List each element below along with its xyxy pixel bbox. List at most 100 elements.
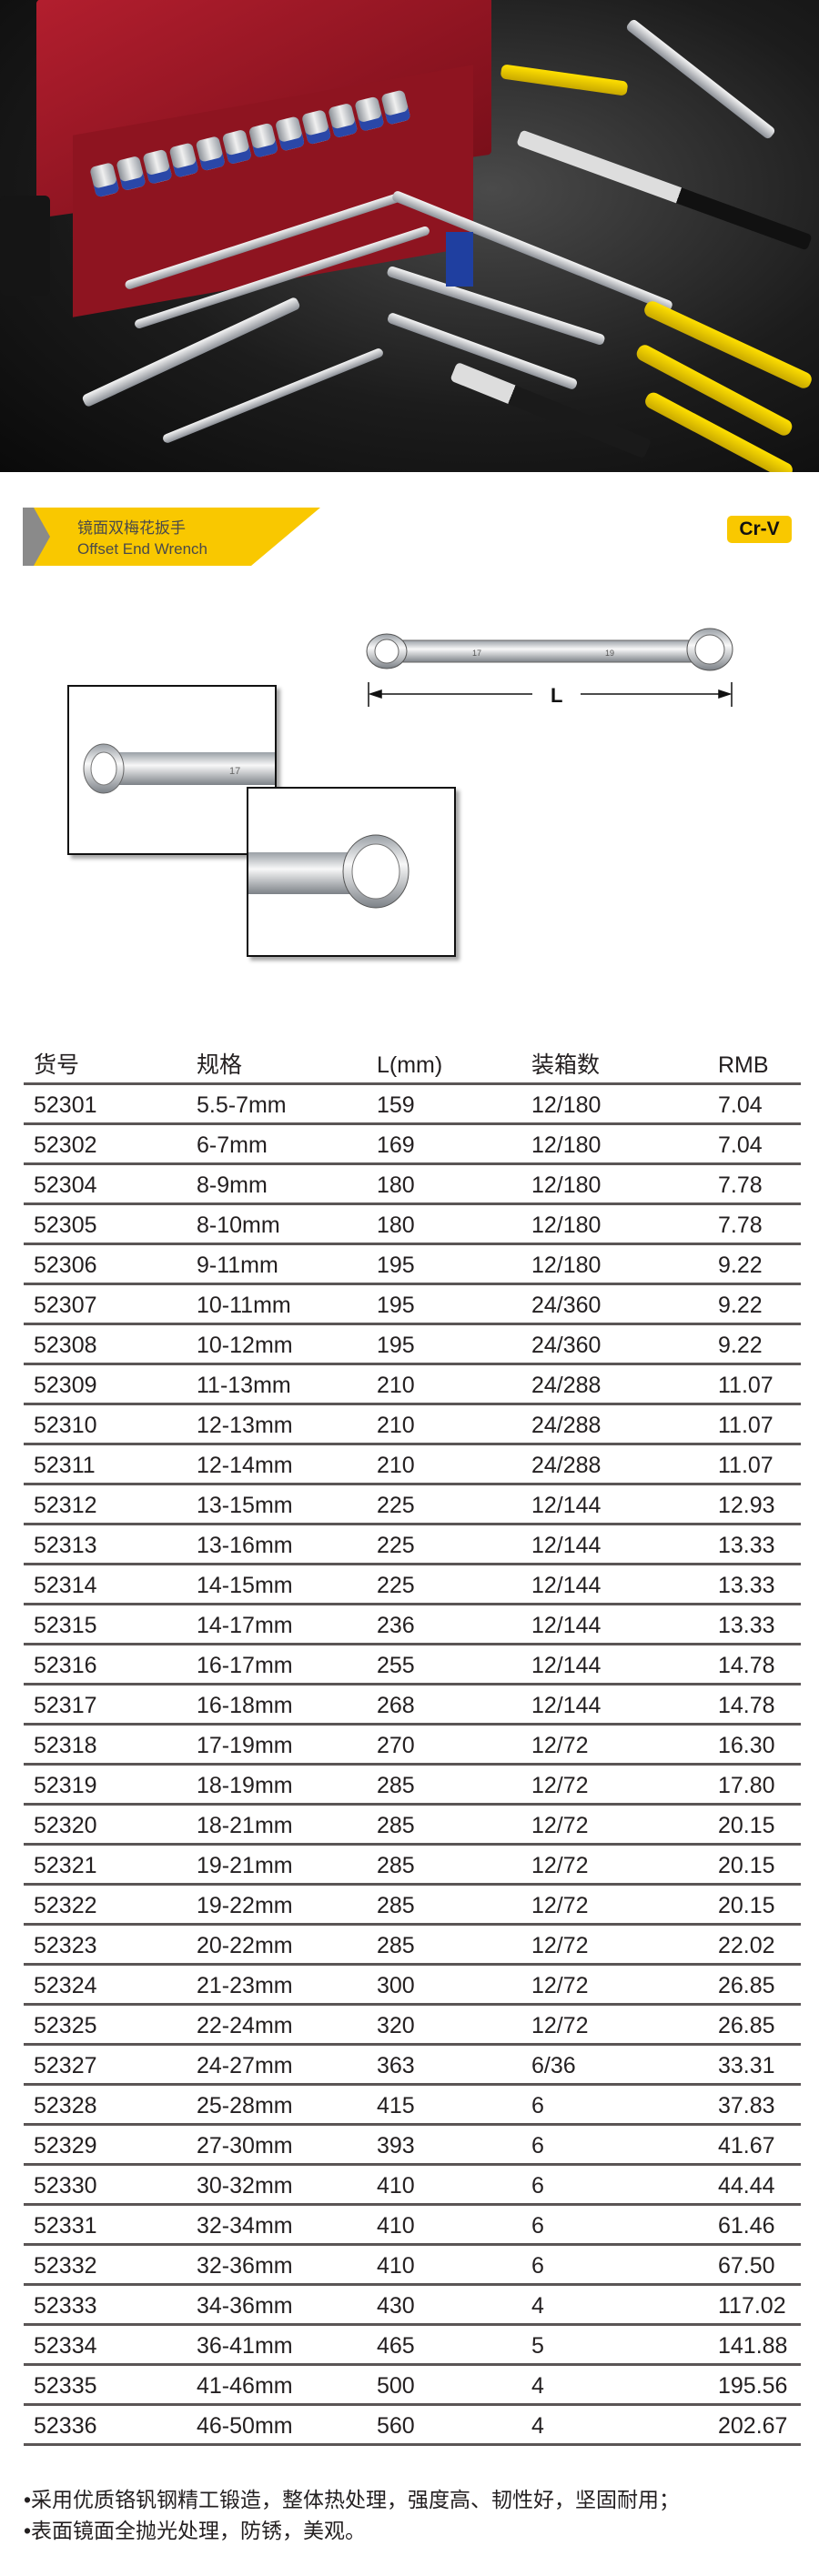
cell-spec: 17-19mm: [197, 1733, 293, 1758]
cell-item-no: 52307: [34, 1293, 97, 1318]
cell-spec: 30-32mm: [197, 2173, 293, 2199]
cell-length: 195: [377, 1253, 415, 1278]
table-row: 52309 11-13mm 210 24/288 11.07: [24, 1365, 801, 1405]
table-row: 52332 32-36mm 410 6 67.50: [24, 2246, 801, 2286]
cell-spec: 32-36mm: [197, 2253, 293, 2279]
cell-length: 285: [377, 1813, 415, 1838]
cell-length: 210: [377, 1373, 415, 1398]
cell-spec: 36-41mm: [197, 2333, 293, 2359]
size-mark-17: 17: [229, 766, 240, 777]
table-row: 52312 13-15mm 225 12/144 12.93: [24, 1485, 801, 1525]
dimension-label: L: [551, 684, 562, 707]
cell-carton-qty: 4: [531, 2293, 544, 2319]
cell-carton-qty: 6: [531, 2093, 544, 2118]
cell-price: 37.83: [718, 2093, 775, 2118]
cell-length: 285: [377, 1773, 415, 1798]
cell-length: 210: [377, 1453, 415, 1478]
cell-length: 268: [377, 1693, 415, 1718]
cell-item-no: 52316: [34, 1653, 97, 1678]
cell-price: 22.02: [718, 1933, 775, 1958]
cell-length: 285: [377, 1933, 415, 1958]
cell-length: 500: [377, 2373, 415, 2399]
cell-spec: 10-11mm: [197, 1293, 291, 1318]
cell-carton-qty: 12/72: [531, 1813, 589, 1838]
torque-wrench: [516, 129, 813, 251]
cell-price: 9.22: [718, 1293, 763, 1318]
t-handle: [81, 296, 301, 408]
table-row: 52311 12-14mm 210 24/288 11.07: [24, 1445, 801, 1485]
cell-spec: 11-13mm: [197, 1373, 291, 1398]
cell-carton-qty: 6: [531, 2133, 544, 2158]
cell-length: 410: [377, 2253, 415, 2279]
dimension-line: [368, 682, 733, 707]
cell-length: 169: [377, 1132, 415, 1158]
cell-carton-qty: 5: [531, 2333, 544, 2359]
material-badge: Cr-V: [727, 516, 792, 543]
locking-pliers: [624, 17, 777, 141]
table-row: 52306 9-11mm 195 12/180 9.22: [24, 1245, 801, 1285]
cell-item-no: 52302: [34, 1132, 97, 1158]
table-row: 52330 30-32mm 410 6 44.44: [24, 2166, 801, 2206]
cell-length: 255: [377, 1653, 415, 1678]
cell-length: 210: [377, 1413, 415, 1438]
cell-price: 67.50: [718, 2253, 775, 2279]
cell-spec: 6-7mm: [197, 1132, 268, 1158]
cell-carton-qty: 24/288: [531, 1413, 602, 1438]
cell-price: 17.80: [718, 1773, 775, 1798]
cell-length: 225: [377, 1533, 415, 1558]
cell-length: 363: [377, 2053, 415, 2078]
cell-price: 14.78: [718, 1693, 775, 1718]
product-title-banner: 镜面双梅花扳手 Offset End Wrench: [23, 508, 320, 566]
product-photo-tool-set: [0, 0, 819, 472]
cell-length: 415: [377, 2093, 415, 2118]
cell-carton-qty: 12/144: [531, 1613, 602, 1638]
cell-price: 20.15: [718, 1813, 775, 1838]
cell-spec: 20-22mm: [197, 1933, 293, 1958]
cell-carton-qty: 12/144: [531, 1493, 602, 1518]
cell-price: 16.30: [718, 1733, 775, 1758]
wrench-detail-closeup: 17: [83, 743, 275, 794]
cell-item-no: 52322: [34, 1893, 97, 1918]
cell-length: 225: [377, 1573, 415, 1598]
cell-item-no: 52317: [34, 1693, 97, 1718]
table-row: 52310 12-13mm 210 24/288 11.07: [24, 1405, 801, 1445]
cell-price: 11.07: [718, 1453, 774, 1478]
cell-length: 410: [377, 2173, 415, 2199]
cell-spec: 9-11mm: [197, 1253, 278, 1278]
table-row: 52336 46-50mm 560 4 202.67: [24, 2406, 801, 2446]
cell-carton-qty: 6/36: [531, 2053, 576, 2078]
header-spec: 规格: [197, 1052, 243, 1078]
cell-length: 236: [377, 1613, 415, 1638]
cell-carton-qty: 4: [531, 2373, 544, 2399]
cell-length: 270: [377, 1733, 415, 1758]
cell-item-no: 52304: [34, 1172, 97, 1198]
cell-spec: 14-17mm: [197, 1613, 293, 1638]
header-carton-qty: 装箱数: [531, 1052, 601, 1078]
table-row: 52327 24-27mm 363 6/36 33.31: [24, 2046, 801, 2086]
cell-carton-qty: 12/72: [531, 1933, 589, 1958]
cell-length: 195: [377, 1333, 415, 1358]
cell-carton-qty: 12/72: [531, 1893, 589, 1918]
header-length: L(mm): [377, 1052, 443, 1078]
cell-spec: 12-14mm: [197, 1453, 293, 1478]
cell-length: 393: [377, 2133, 415, 2158]
table-row: 52314 14-15mm 225 12/144 13.33: [24, 1565, 801, 1605]
table-row: 52328 25-28mm 415 6 37.83: [24, 2086, 801, 2126]
cell-spec: 19-21mm: [197, 1853, 293, 1878]
cell-price: 13.33: [718, 1573, 775, 1598]
table-row: 52313 13-16mm 225 12/144 13.33: [24, 1525, 801, 1565]
table-row: 52331 32-34mm 410 6 61.46: [24, 2206, 801, 2246]
pliers: [642, 298, 814, 391]
table-row: 52319 18-19mm 285 12/72 17.80: [24, 1766, 801, 1806]
cell-price: 20.15: [718, 1853, 775, 1878]
cell-carton-qty: 12/72: [531, 1773, 589, 1798]
cell-price: 117.02: [718, 2293, 786, 2319]
cell-spec: 41-46mm: [197, 2373, 293, 2399]
cell-item-no: 52312: [34, 1493, 97, 1518]
table-row: 52308 10-12mm 195 24/360 9.22: [24, 1325, 801, 1365]
banner-shape: [23, 508, 320, 566]
cell-price: 26.85: [718, 2013, 775, 2038]
cell-length: 560: [377, 2413, 415, 2439]
cell-price: 141.88: [718, 2333, 788, 2359]
product-title-en: Offset End Wrench: [77, 540, 207, 558]
